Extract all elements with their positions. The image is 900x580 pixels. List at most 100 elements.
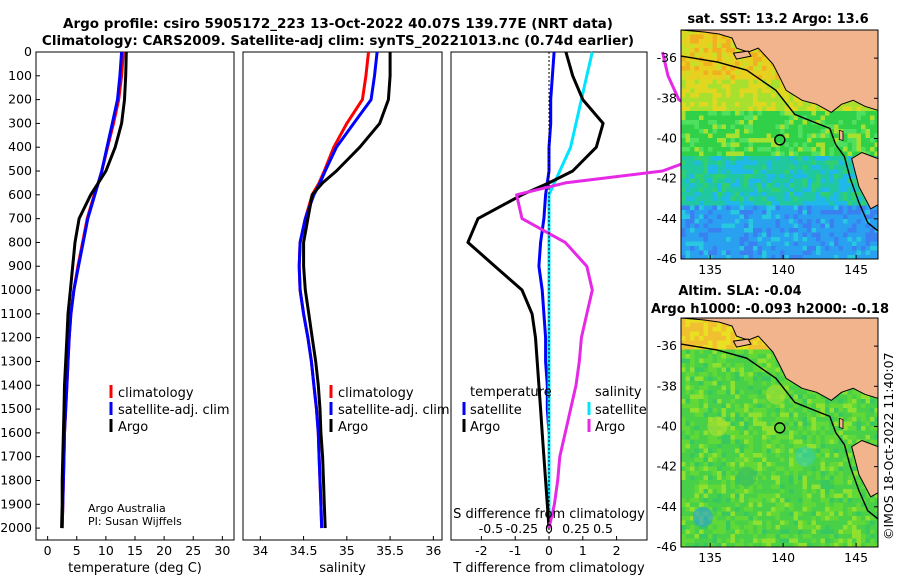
map-cell: [739, 142, 745, 148]
map-cell: [735, 489, 740, 494]
map-cell: [807, 165, 812, 170]
map-cell: [681, 489, 686, 494]
map-cell: [771, 102, 776, 107]
map-cell: [757, 205, 763, 211]
map-cell: [811, 493, 817, 499]
map-cell: [757, 493, 763, 499]
land-king-island: [838, 417, 844, 430]
map-cell: [766, 210, 772, 215]
map-cell: [865, 142, 871, 148]
map-cell: [838, 232, 844, 238]
y-tick-label: -42: [657, 171, 677, 186]
map-cell: [838, 205, 844, 211]
map-cell: [874, 147, 878, 152]
x-tick-label: 35: [339, 543, 355, 558]
map-cell: [730, 75, 736, 80]
map-cell: [726, 426, 731, 431]
map-cell: [798, 475, 803, 481]
map-cell: [726, 237, 731, 242]
map-cell: [793, 165, 799, 170]
map-cell: [721, 484, 727, 490]
map-cell: [712, 331, 718, 337]
map-cell: [865, 124, 871, 130]
map-cell: [726, 210, 731, 215]
map-cell: [852, 534, 857, 539]
map-cell: [784, 453, 790, 458]
map-cell: [703, 475, 709, 481]
map-cell: [798, 412, 803, 418]
map-cell: [762, 489, 767, 494]
map-cell: [721, 399, 727, 404]
map-cell: [685, 358, 691, 364]
map-cell: [681, 115, 686, 121]
map-cell: [681, 363, 686, 368]
map-cell: [766, 61, 772, 67]
map-cell: [811, 210, 817, 215]
map-cell: [721, 444, 727, 449]
map-cell: [730, 138, 736, 143]
map-cell: [861, 538, 866, 544]
map-cell: [775, 462, 781, 467]
map-cell: [712, 520, 718, 526]
map-cell: [703, 178, 709, 184]
y-tick-label: 1200: [0, 330, 32, 345]
map-cell: [793, 507, 799, 512]
map-cell: [816, 250, 821, 256]
map-cell: [766, 376, 772, 382]
map-cell: [690, 156, 695, 161]
map-cell: [717, 502, 722, 508]
map-cell: [712, 466, 718, 472]
map-cell: [726, 205, 731, 211]
map-cell: [739, 394, 745, 400]
map-cell: [793, 444, 799, 449]
map-cell: [694, 160, 700, 166]
map-cell: [775, 444, 781, 449]
map-cell: [838, 502, 844, 508]
map-cell: [843, 399, 848, 404]
map-cell: [766, 178, 772, 184]
map-cell: [775, 520, 781, 526]
map-cell: [762, 358, 767, 364]
map-cell: [856, 210, 862, 215]
map-cell: [811, 399, 817, 404]
map-cell: [717, 232, 722, 238]
map-cell: [735, 448, 740, 454]
map-cell: [847, 138, 853, 143]
map-cell: [757, 358, 763, 364]
map-cell: [829, 178, 835, 184]
map-cell: [685, 466, 691, 472]
y-tick-label: -46: [657, 251, 677, 266]
map-cell: [838, 475, 844, 481]
map-cell: [694, 417, 700, 422]
map-cell: [690, 363, 695, 368]
map-cell: [789, 421, 794, 427]
map-cell: [717, 439, 722, 445]
map-cell: [829, 471, 835, 476]
map-cell: [717, 138, 722, 143]
map-cell: [856, 120, 862, 125]
map-cell: [757, 178, 763, 184]
map-cell: [730, 160, 736, 166]
map-cell: [816, 237, 821, 242]
map-cell: [753, 448, 758, 454]
map-cell: [730, 232, 736, 238]
map-cell: [834, 250, 839, 256]
series-line-argo-t-diff: [466, 51, 605, 529]
map-cell: [712, 345, 718, 350]
map-cell: [861, 516, 866, 521]
map-cell: [784, 228, 790, 233]
map-cell: [771, 111, 776, 116]
map-cell: [874, 115, 878, 121]
map-cell: [712, 489, 718, 494]
map-cell: [685, 385, 691, 391]
map-cell: [735, 79, 740, 85]
map-cell: [748, 120, 754, 125]
map-cell: [852, 142, 857, 148]
map-cell: [798, 219, 803, 224]
map-cell: [726, 156, 731, 161]
map-cell: [838, 214, 844, 220]
map-cell: [757, 124, 763, 130]
map-cell: [744, 133, 749, 139]
map-cell: [712, 511, 718, 517]
